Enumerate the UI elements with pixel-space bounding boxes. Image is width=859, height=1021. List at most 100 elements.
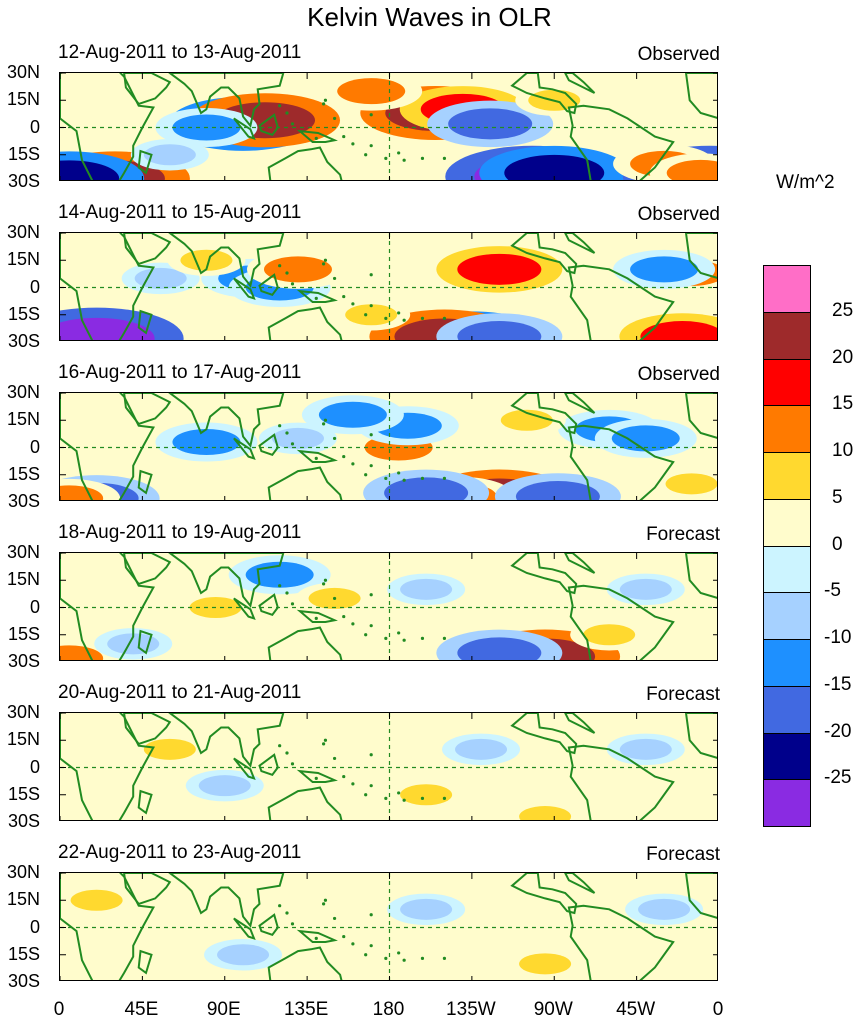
island [420,636,425,640]
coastline [137,789,153,815]
island [442,156,447,160]
lat-tick-label: 0 [29,916,40,937]
lat-tick-label: 15S [7,783,40,804]
anomaly-core [318,401,387,428]
lat-tick-label: 30S [7,491,40,511]
panel-date-label: 22-Aug-2011 to 23-Aug-2011 [58,842,302,863]
island [314,616,318,620]
island [442,636,447,640]
colorbar-swatch [763,732,811,781]
map-plot-area [59,232,718,341]
lat-tick-label: 15N [6,569,40,590]
colorbar-swatch [763,452,811,500]
colorbar-level-label: 20 [832,346,854,368]
coastline [684,873,717,919]
lat-tick-label: 15N [6,249,40,270]
island [290,922,295,926]
island [442,316,447,320]
coastline [168,553,285,608]
panel-date-label: 12-Aug-2011 to 13-Aug-2011 [58,42,302,63]
coastline [137,149,153,175]
coastline [233,277,256,301]
coastline [123,73,172,106]
island [322,422,326,426]
lat-tick-label: 0 [29,116,40,137]
coastline [233,757,256,781]
island [342,614,346,619]
colorbar [763,265,811,827]
colorbar-level-label: 15 [832,393,854,415]
island [364,793,368,797]
lat-tick-label: 15N [6,889,40,910]
coastline [123,713,172,746]
coastline [258,113,279,136]
coastline [267,626,343,660]
island [314,456,318,460]
coastline [296,769,338,783]
coastline [60,393,155,500]
island [369,913,373,917]
anomaly-core [457,321,542,340]
island [278,424,282,428]
island [369,944,373,948]
coastline [60,233,155,340]
map-plot-area [59,552,718,661]
island [364,313,368,317]
coastline [564,73,596,94]
lat-tick-label: 15S [7,303,40,324]
lat-tick-label: 15S [7,463,40,484]
coastline [567,904,675,980]
island [351,942,355,946]
map-panel-6: 22-Aug-2011 to 23-Aug-2011 Forecast 30N 15N… [0,842,740,990]
coastline [137,949,153,975]
island [420,476,425,480]
coastline [137,629,153,655]
anomaly-core [263,256,332,283]
island [278,584,282,588]
anomaly-core [400,898,453,920]
coastline [258,433,279,456]
lon-tick-label: 0 [53,999,65,1020]
lat-tick-label: 30N [6,862,40,882]
island [384,476,388,480]
island [332,116,337,121]
island [322,902,326,906]
anomaly-core [400,784,453,806]
coastline [233,437,256,461]
coastline [258,593,279,616]
island [322,102,326,106]
coastline [296,929,338,943]
panel-status-label: Forecast [646,844,720,865]
island [342,454,346,459]
island [278,104,282,108]
anomaly-core [400,578,453,600]
island [351,622,355,626]
island [322,582,326,586]
island [285,111,289,115]
anomaly-core [70,889,123,911]
anomaly-core [630,256,699,283]
island [420,316,425,320]
lon-tick-label: 45E [124,999,159,1020]
island [332,916,337,921]
panel-status-label: Observed [637,44,720,65]
lat-tick-label: 30S [7,971,40,991]
island [323,418,328,422]
island [314,776,318,780]
island [314,136,318,140]
panel-status-label: Forecast [646,524,720,545]
colorbar-level-label: -15 [824,673,852,695]
lat-tick-label: 0 [29,756,40,777]
lat-tick-label: 30N [6,382,40,402]
island [364,473,368,477]
coastline [564,553,596,574]
island [442,956,447,960]
island [369,144,373,148]
lon-tick-label: 135W [446,999,496,1020]
island [369,304,373,308]
island [290,762,295,766]
lon-tick-label: 90E [206,999,241,1020]
coastline [233,597,256,621]
anomaly-core [198,775,251,797]
coastline [567,584,675,660]
